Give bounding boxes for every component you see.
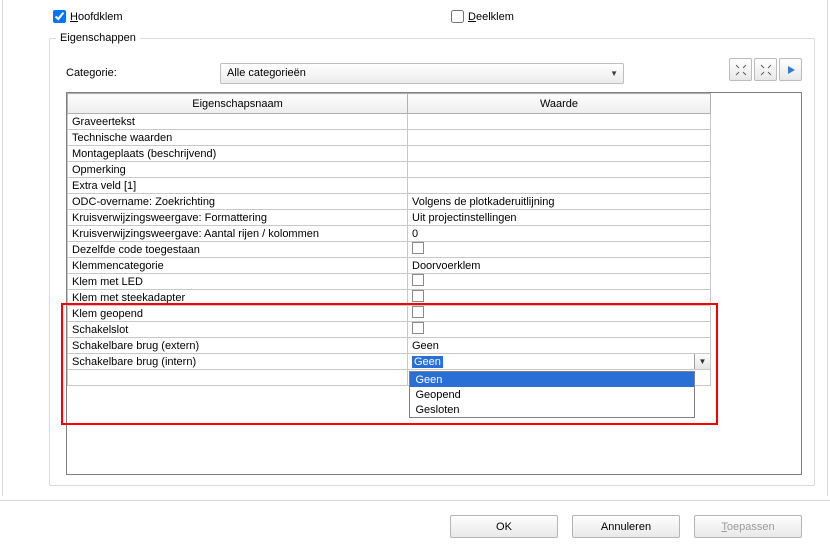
checkbox-icon[interactable] [412, 274, 424, 286]
table-row[interactable]: ODC-overname: ZoekrichtingVolgens de plo… [68, 194, 711, 210]
table-row[interactable]: Montageplaats (beschrijvend) [68, 146, 711, 162]
table-row[interactable]: Kruisverwijzingsweergave: Aantal rijen /… [68, 226, 711, 242]
dropdown-list[interactable]: GeenGeopendGesloten [409, 371, 695, 418]
property-value-cell[interactable]: Volgens de plotkaderuitlijning [408, 194, 711, 210]
table-row[interactable]: Technische waarden [68, 130, 711, 146]
dropdown-option[interactable]: Gesloten [410, 402, 694, 417]
table-row[interactable]: Opmerking [68, 162, 711, 178]
dialog-panel: Hoofdklem Deelklem Eigenschappen Categor… [2, 0, 828, 496]
table-row[interactable]: Schakelbare brug (intern) Geen ▼ [68, 354, 711, 370]
property-value-cell[interactable]: 0 [408, 226, 711, 242]
dialog-button-bar: OK Annuleren Toepassen [0, 500, 830, 552]
property-value-cell[interactable] [408, 306, 711, 322]
dropdown-selected-value: Geen [412, 356, 443, 368]
property-name-cell: Graveertekst [68, 114, 408, 130]
checkbox-icon[interactable] [412, 306, 424, 318]
hoofdklem-input[interactable] [53, 10, 66, 23]
property-name-cell: Opmerking [68, 162, 408, 178]
property-name-cell: Technische waarden [68, 130, 408, 146]
table-row[interactable]: KlemmencategorieDoorvoerklem [68, 258, 711, 274]
property-name-cell: Montageplaats (beschrijvend) [68, 146, 408, 162]
deelklem-input[interactable] [451, 10, 464, 23]
category-select[interactable]: Alle categorieën ▼ [220, 63, 624, 84]
col-header-value[interactable]: Waarde [408, 94, 711, 114]
checkbox-icon[interactable] [412, 290, 424, 302]
checkbox-icon[interactable] [412, 242, 424, 254]
table-row[interactable]: Dezelfde code toegestaan [68, 242, 711, 258]
property-value-cell[interactable]: Doorvoerklem [408, 258, 711, 274]
apply-button[interactable]: Toepassen [694, 515, 802, 538]
property-value-cell[interactable]: Geen ▼ [408, 354, 711, 370]
table-row[interactable]: Extra veld [1] [68, 178, 711, 194]
property-value-cell[interactable] [408, 274, 711, 290]
dropdown-option[interactable]: Geen [410, 372, 694, 387]
property-value-cell[interactable] [408, 146, 711, 162]
col-header-name[interactable]: Eigenschapsnaam [68, 94, 408, 114]
chevron-down-icon[interactable]: ▼ [694, 354, 710, 369]
table-row[interactable]: Klem geopend [68, 306, 711, 322]
property-value-cell[interactable] [408, 242, 711, 258]
expand-icon-button[interactable] [754, 58, 777, 81]
chevron-down-icon: ▼ [610, 69, 618, 78]
property-grid-container: Eigenschapsnaam Waarde GraveertekstTechn… [66, 92, 802, 475]
property-name-cell: Klem met LED [68, 274, 408, 290]
property-name-cell: Klem geopend [68, 306, 408, 322]
category-selected: Alle categorieën [227, 67, 306, 79]
property-value-cell[interactable]: Geen [408, 338, 711, 354]
property-grid: Eigenschapsnaam Waarde GraveertekstTechn… [67, 93, 711, 386]
property-value-cell[interactable]: Uit projectinstellingen [408, 210, 711, 226]
property-name-cell: Schakelslot [68, 322, 408, 338]
cancel-button[interactable]: Annuleren [572, 515, 680, 538]
table-row[interactable]: Schakelslot [68, 322, 711, 338]
property-name-cell: Kruisverwijzingsweergave: Aantal rijen /… [68, 226, 408, 242]
table-row[interactable]: Klem met LED [68, 274, 711, 290]
property-name-cell: ODC-overname: Zoekrichting [68, 194, 408, 210]
eigenschappen-fieldset: Eigenschappen Categorie: Alle categorieë… [49, 32, 815, 486]
category-row: Categorie: Alle categorieën ▼ [66, 62, 804, 84]
ok-button[interactable]: OK [450, 515, 558, 538]
property-value-cell[interactable] [408, 178, 711, 194]
property-value-cell[interactable] [408, 322, 711, 338]
deelklem-label: Deelklem [468, 11, 514, 23]
property-name-cell [68, 370, 408, 386]
property-name-cell: Kruisverwijzingsweergave: Formattering [68, 210, 408, 226]
dropdown-option[interactable]: Geopend [410, 387, 694, 402]
property-name-cell: Schakelbare brug (extern) [68, 338, 408, 354]
hoofdklem-label: Hoofdklem [70, 11, 123, 23]
property-name-cell: Schakelbare brug (intern) [68, 354, 408, 370]
fieldset-legend: Eigenschappen [56, 32, 140, 44]
table-row[interactable]: Kruisverwijzingsweergave: FormatteringUi… [68, 210, 711, 226]
toolbar-icons [729, 58, 802, 81]
table-row[interactable]: Klem met steekadapter [68, 290, 711, 306]
property-name-cell: Dezelfde code toegestaan [68, 242, 408, 258]
property-value-cell[interactable] [408, 162, 711, 178]
property-value-cell[interactable] [408, 130, 711, 146]
table-row[interactable]: Graveertekst [68, 114, 711, 130]
deelklem-checkbox[interactable]: Deelklem [451, 10, 514, 23]
property-value-cell[interactable] [408, 290, 711, 306]
checks-row: Hoofdklem Deelklem [53, 10, 807, 28]
hoofdklem-checkbox[interactable]: Hoofdklem [53, 10, 123, 23]
property-name-cell: Klemmencategorie [68, 258, 408, 274]
property-name-cell: Klem met steekadapter [68, 290, 408, 306]
checkbox-icon[interactable] [412, 322, 424, 334]
property-name-cell: Extra veld [1] [68, 178, 408, 194]
table-row[interactable]: Schakelbare brug (extern)Geen [68, 338, 711, 354]
play-icon-button[interactable] [779, 58, 802, 81]
collapse-icon-button[interactable] [729, 58, 752, 81]
category-label: Categorie: [66, 67, 220, 79]
property-value-cell[interactable] [408, 114, 711, 130]
